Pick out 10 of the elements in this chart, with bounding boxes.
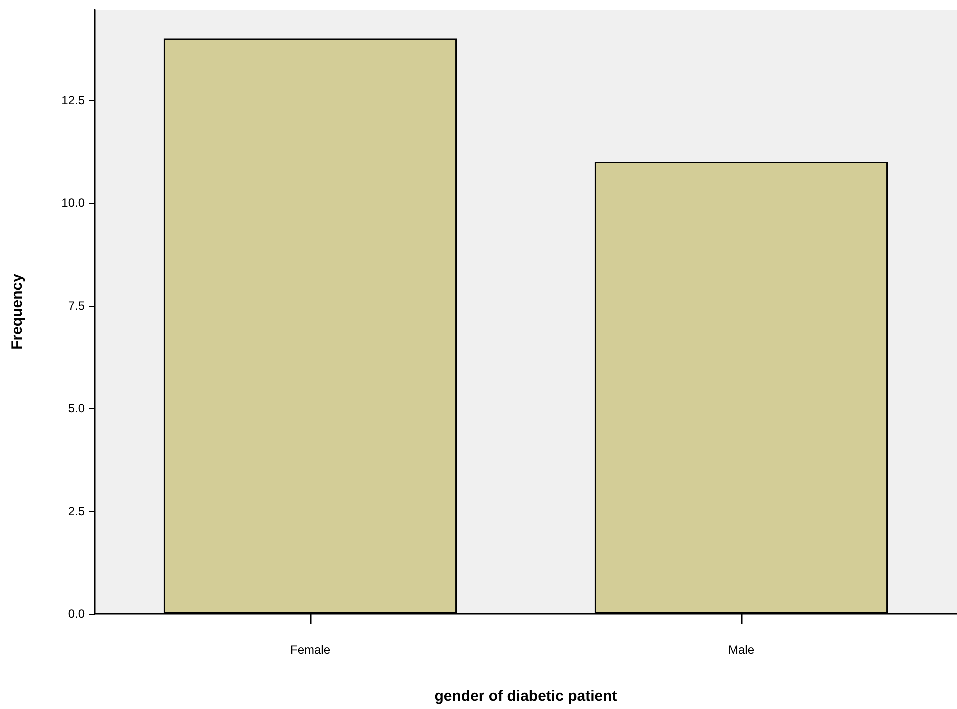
y-tick-label: 7.5 xyxy=(68,298,86,313)
x-tick-label: Female xyxy=(290,643,331,657)
y-tick-label: 10.0 xyxy=(62,196,86,210)
y-axis-title: Frequency xyxy=(9,273,26,350)
y-tick-label: 12.5 xyxy=(62,93,86,108)
y-tick-label: 2.5 xyxy=(68,504,86,518)
x-axis-title: gender of diabetic patient xyxy=(434,688,618,705)
y-tick-label: 5.0 xyxy=(68,402,86,416)
y-tick-label: 0.0 xyxy=(68,607,86,621)
x-tick-label: Male xyxy=(728,643,755,657)
